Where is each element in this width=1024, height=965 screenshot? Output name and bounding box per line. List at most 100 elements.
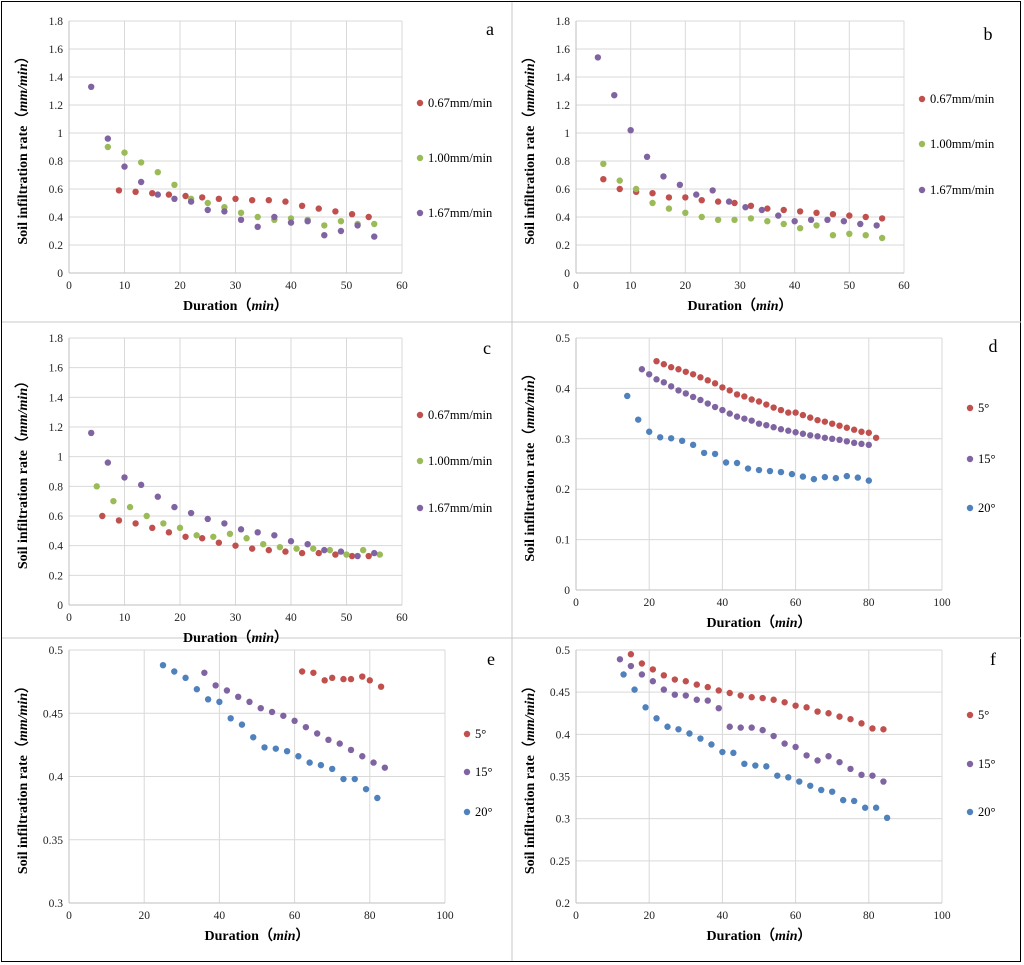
y-axis-unit: mm/min — [16, 388, 31, 436]
data-point — [370, 759, 377, 766]
data-point — [642, 704, 649, 711]
legend-label: 0.67mm/min — [428, 96, 493, 110]
x-axis-title: Duration（min） — [706, 615, 811, 631]
legend-label: 20° — [475, 805, 493, 819]
legend-label: 1.00mm/min — [930, 137, 995, 151]
y-tick-label: 0.8 — [556, 156, 571, 168]
data-point — [287, 538, 295, 545]
data-point — [824, 216, 831, 223]
data-point — [132, 520, 139, 527]
x-tick-label: 0 — [573, 910, 579, 922]
x-axis-title: Duration（min） — [706, 928, 811, 944]
x-tick-label: 50 — [341, 280, 353, 292]
data-point — [321, 232, 328, 239]
data-point — [149, 190, 156, 197]
data-point — [221, 520, 228, 527]
gridlines — [575, 649, 943, 904]
x-axis-unit: min — [756, 299, 779, 314]
y-tick-label: 1.2 — [49, 422, 64, 434]
data-point — [682, 209, 689, 216]
data-point — [748, 396, 755, 403]
data-point — [265, 546, 272, 554]
series-3 — [88, 83, 378, 240]
data-point — [792, 429, 799, 436]
data-point — [726, 387, 733, 394]
data-point — [216, 698, 223, 706]
x-tick-label: 40 — [717, 597, 729, 609]
y-axis-title: Soil infiltration rate（mm/min） — [522, 366, 538, 561]
data-point — [880, 778, 887, 785]
x-axis-unit: min — [273, 929, 296, 944]
data-point — [763, 421, 770, 429]
x-tick-label: 40 — [285, 280, 297, 292]
data-point — [711, 450, 719, 458]
x-axis-title-close: ） — [798, 928, 812, 944]
data-point — [632, 185, 640, 193]
legend-label: 1.67mm/min — [930, 183, 995, 197]
data-point — [785, 774, 792, 781]
y-tick-label: 0.4 — [556, 383, 571, 395]
y-tick-label: 0.8 — [49, 481, 64, 493]
data-point — [807, 782, 814, 789]
data-point — [814, 757, 821, 764]
data-point — [825, 753, 832, 760]
data-point — [638, 660, 646, 667]
y-tick-label: 0.2 — [556, 484, 571, 496]
data-point — [160, 520, 167, 527]
data-point — [763, 401, 770, 408]
y-tick-label: 1.4 — [49, 72, 64, 84]
data-point — [671, 676, 679, 683]
data-point — [88, 83, 95, 91]
data-point — [332, 208, 339, 215]
data-point — [693, 696, 700, 703]
legend-label: 15° — [978, 452, 996, 466]
x-tick-label: 60 — [898, 280, 910, 292]
data-point — [624, 392, 631, 400]
data-point — [814, 708, 821, 715]
data-point — [682, 692, 689, 699]
legend-marker — [416, 209, 424, 217]
data-point — [110, 497, 117, 505]
data-point — [371, 549, 378, 557]
data-point — [675, 366, 682, 373]
data-point — [700, 449, 708, 457]
data-point — [254, 213, 261, 221]
data-point — [171, 195, 178, 202]
legend-label: 15° — [475, 765, 493, 779]
y-tick-label: 1.2 — [556, 100, 571, 112]
y-axis-title-text: Soil infiltration rate（ — [15, 112, 31, 245]
data-point — [204, 206, 211, 214]
data-point — [660, 361, 668, 368]
data-point — [638, 366, 646, 373]
data-point — [755, 466, 763, 474]
legend-marker — [966, 808, 974, 816]
data-point — [336, 740, 343, 747]
data-point — [204, 696, 212, 703]
data-point — [719, 748, 726, 756]
data-point — [777, 406, 785, 414]
data-point — [810, 475, 818, 483]
data-point — [347, 675, 355, 683]
data-point — [748, 724, 755, 731]
legend-label: 20° — [978, 501, 996, 515]
data-point — [359, 753, 366, 760]
data-point — [329, 765, 336, 773]
data-point — [799, 473, 807, 480]
data-point — [865, 477, 872, 484]
y-tick-label: 0.5 — [556, 645, 571, 657]
data-point — [298, 668, 306, 675]
y-axis-unit: mm/min — [16, 693, 31, 741]
data-point — [182, 192, 189, 200]
data-point — [829, 232, 837, 239]
y-axis-title-text: Soil infiltration rate（ — [522, 112, 538, 245]
y-tick-label: 0.2 — [49, 570, 64, 582]
data-point — [872, 434, 880, 441]
data-point — [121, 149, 128, 156]
data-point — [237, 216, 245, 223]
y-axis-unit: mm/min — [523, 63, 538, 111]
data-point — [159, 661, 167, 669]
y-axis-title: Soil infiltration rate（mm/min） — [15, 374, 31, 569]
data-point — [829, 435, 836, 442]
y-axis-unit: mm/min — [523, 380, 538, 428]
